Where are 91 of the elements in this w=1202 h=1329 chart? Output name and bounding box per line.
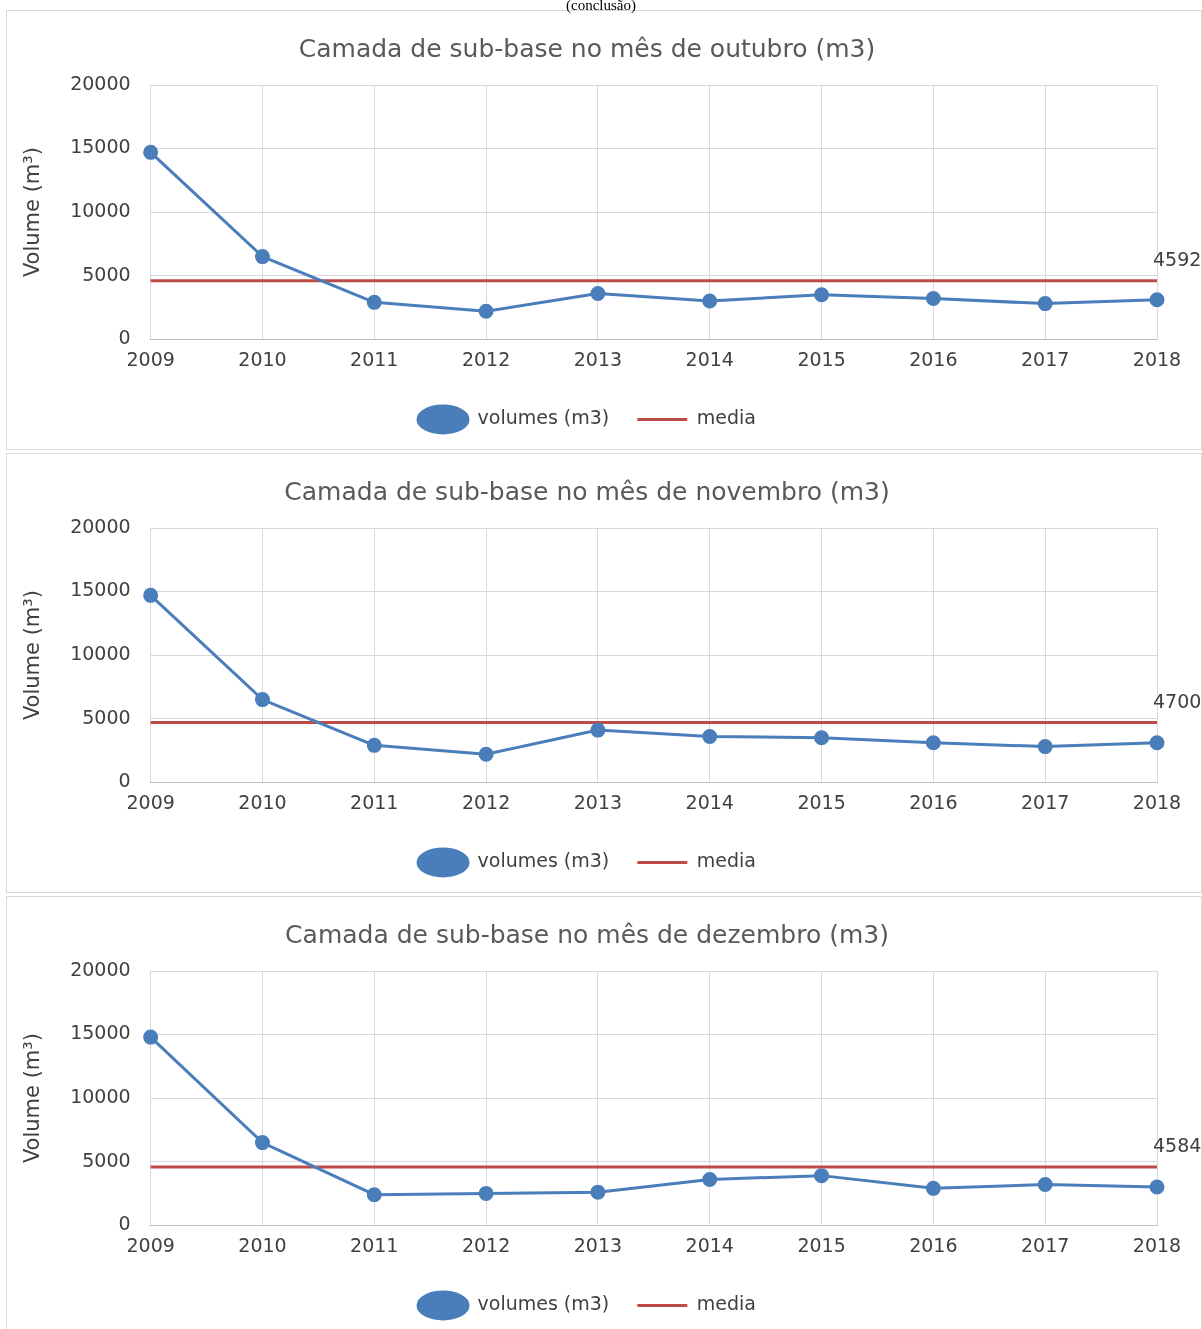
x-tick-label: 2016	[909, 790, 958, 813]
x-tick-label: 2014	[685, 1233, 734, 1256]
point	[1037, 296, 1053, 312]
y-tick-label: 15000	[70, 135, 131, 158]
point	[925, 735, 941, 751]
x-tick-label: 2009	[126, 790, 175, 813]
text: (conclusão)	[565, 0, 637, 13]
x-tick-label: 2017	[1021, 790, 1070, 813]
y-tick-label: 5000	[82, 1148, 131, 1171]
x-tick-label: 2013	[573, 790, 623, 813]
x-tick-label: 2010	[238, 347, 287, 370]
point	[254, 249, 270, 265]
point	[702, 728, 718, 744]
x-tick-label: 2012	[461, 1233, 511, 1256]
x-tick-label: 2014	[685, 347, 734, 370]
x-tick-label: 2011	[350, 347, 399, 370]
y-tick-label: 10000	[70, 642, 131, 665]
point	[254, 692, 270, 708]
y-tick-label: 20000	[70, 957, 131, 980]
point	[925, 1180, 941, 1196]
data-label: 4584	[1153, 1134, 1202, 1157]
point	[814, 287, 830, 303]
y-tick-label: 0	[118, 769, 131, 792]
point	[1149, 292, 1165, 308]
point	[366, 294, 382, 310]
point	[254, 1135, 270, 1151]
y-tick-label: 0	[118, 1212, 131, 1235]
y-tick-label: 5000	[82, 262, 131, 285]
y-tick-label: 10000	[70, 1085, 131, 1108]
point	[590, 1184, 606, 1200]
point	[590, 722, 606, 738]
x-tick-label: 2009	[126, 347, 175, 370]
x-tick-label: 2015	[797, 790, 846, 813]
x-tick-label: 2013	[573, 347, 623, 370]
y-tick-label: 0	[118, 326, 131, 349]
point	[1149, 735, 1165, 751]
x-tick-label: 2013	[573, 1233, 623, 1256]
point	[702, 293, 718, 309]
x-tick-label: 2014	[685, 790, 734, 813]
point	[478, 1185, 494, 1201]
point	[590, 285, 606, 301]
data-label: 4700	[1153, 689, 1202, 712]
legend-label: media	[696, 1292, 756, 1315]
point	[1037, 739, 1053, 755]
point	[143, 587, 159, 603]
x-tick-label: 2015	[797, 1233, 846, 1256]
y-axis-title: Volume (m³)	[20, 590, 45, 721]
x-tick-label: 2015	[797, 347, 846, 370]
x-tick-label: 2017	[1021, 347, 1070, 370]
x-tick-label: 2012	[461, 790, 511, 813]
y-tick-label: 5000	[82, 705, 131, 728]
point	[366, 737, 382, 753]
point	[143, 1029, 159, 1045]
x-tick-label: 2009	[126, 1233, 175, 1256]
point	[1037, 1177, 1053, 1193]
x-tick-label: 2017	[1021, 1233, 1070, 1256]
point	[478, 303, 494, 319]
y-tick-label: 20000	[70, 514, 131, 537]
point	[143, 144, 159, 160]
legend-label: volumes (m3)	[477, 849, 610, 872]
x-tick-label: 2010	[238, 1233, 287, 1256]
y-axis-title: Volume (m³)	[20, 1033, 45, 1164]
data-label: 4592	[1153, 248, 1202, 271]
x-tick-label: 2016	[909, 347, 958, 370]
x-tick-label: 2016	[909, 1233, 958, 1256]
point	[702, 1171, 718, 1187]
point	[366, 1187, 382, 1203]
point	[814, 730, 830, 746]
x-tick-label: 2018	[1132, 347, 1182, 370]
x-tick-label: 2011	[350, 1233, 399, 1256]
point	[814, 1168, 830, 1184]
legend-label: media	[696, 849, 756, 872]
point	[478, 746, 494, 762]
legend-label: media	[696, 406, 756, 429]
x-tick-label: 2018	[1132, 790, 1182, 813]
x-tick-label: 2012	[461, 347, 511, 370]
point	[925, 291, 941, 307]
x-tick-label: 2018	[1132, 1233, 1182, 1256]
legend-label: volumes (m3)	[477, 406, 610, 429]
legend-label: volumes (m3)	[477, 1292, 610, 1315]
chart-title: Camada de sub-base no mês de novembro (m3)	[284, 476, 890, 506]
x-tick-label: 2010	[238, 790, 287, 813]
point	[1149, 1179, 1165, 1195]
y-axis-title: Volume (m³)	[20, 147, 45, 278]
y-tick-label: 10000	[70, 199, 131, 222]
y-tick-label: 15000	[70, 1021, 131, 1044]
chart-title: Camada de sub-base no mês de outubro (m3)	[298, 33, 876, 63]
y-tick-label: 15000	[70, 578, 131, 601]
y-tick-label: 20000	[70, 71, 131, 94]
x-tick-label: 2011	[350, 790, 399, 813]
chart-title: Camada de sub-base no mês de dezembro (m3)	[285, 919, 889, 949]
